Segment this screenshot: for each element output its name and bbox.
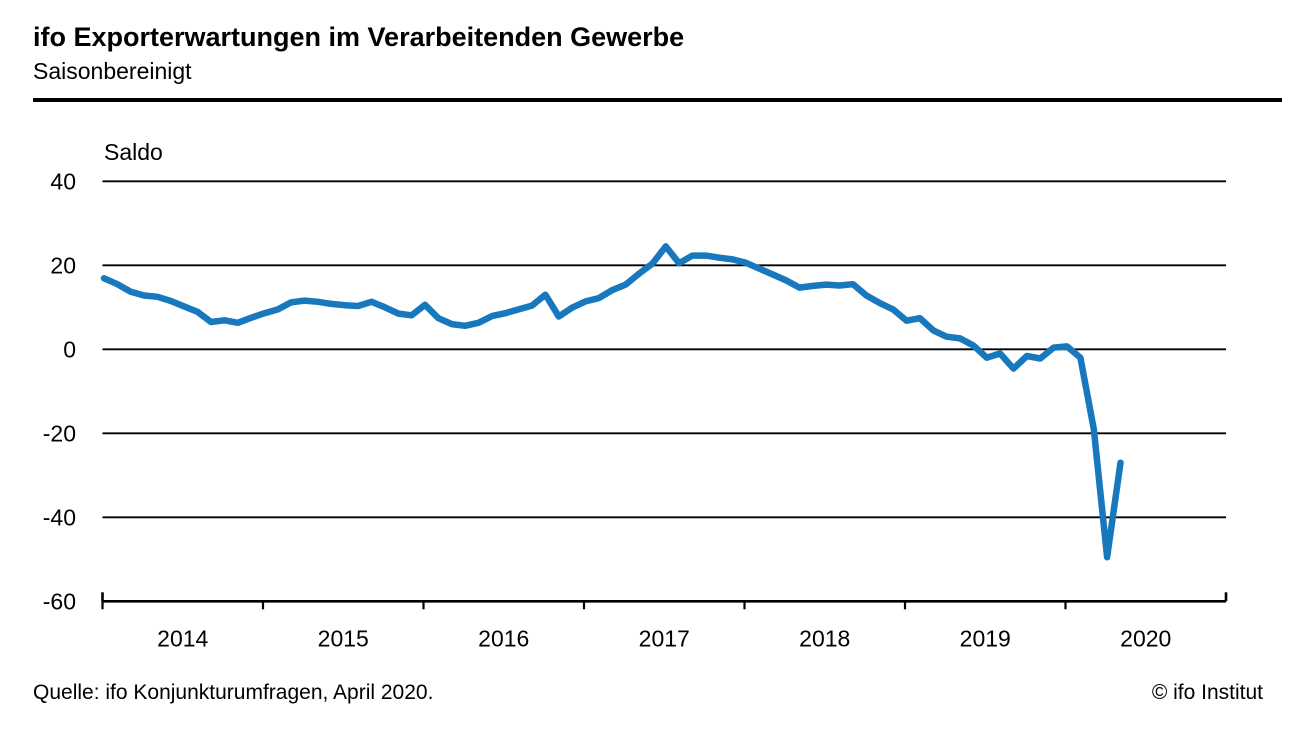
title-rule	[33, 98, 1282, 102]
x-year-label-2016: 2016	[478, 625, 529, 651]
data-line-exporterwartungen	[100, 243, 1124, 561]
page-title: ifo Exporterwartungen im Verarbeitenden …	[33, 22, 685, 52]
y-axis-unit-label: Saldo	[104, 139, 163, 165]
x-year-label-2018: 2018	[799, 625, 850, 651]
y-tick-label--40: -40	[43, 504, 76, 530]
page-subtitle: Saisonbereinigt	[33, 58, 192, 84]
footer-source: Quelle: ifo Konjunkturumfragen, April 20…	[33, 681, 434, 704]
x-year-label-2019: 2019	[960, 625, 1011, 651]
y-tick-label-0: 0	[63, 336, 76, 362]
x-year-label-2015: 2015	[318, 625, 369, 651]
y-tick-label--60: -60	[43, 588, 76, 614]
y-tick-label-40: 40	[50, 168, 76, 194]
y-tick-label--20: -20	[43, 420, 76, 446]
x-year-label-2017: 2017	[639, 625, 690, 651]
footer-copyright: © ifo Institut	[1151, 681, 1263, 704]
x-year-label-2014: 2014	[157, 625, 208, 651]
x-year-label-2020: 2020	[1120, 625, 1171, 651]
y-tick-label-20: 20	[50, 252, 76, 278]
